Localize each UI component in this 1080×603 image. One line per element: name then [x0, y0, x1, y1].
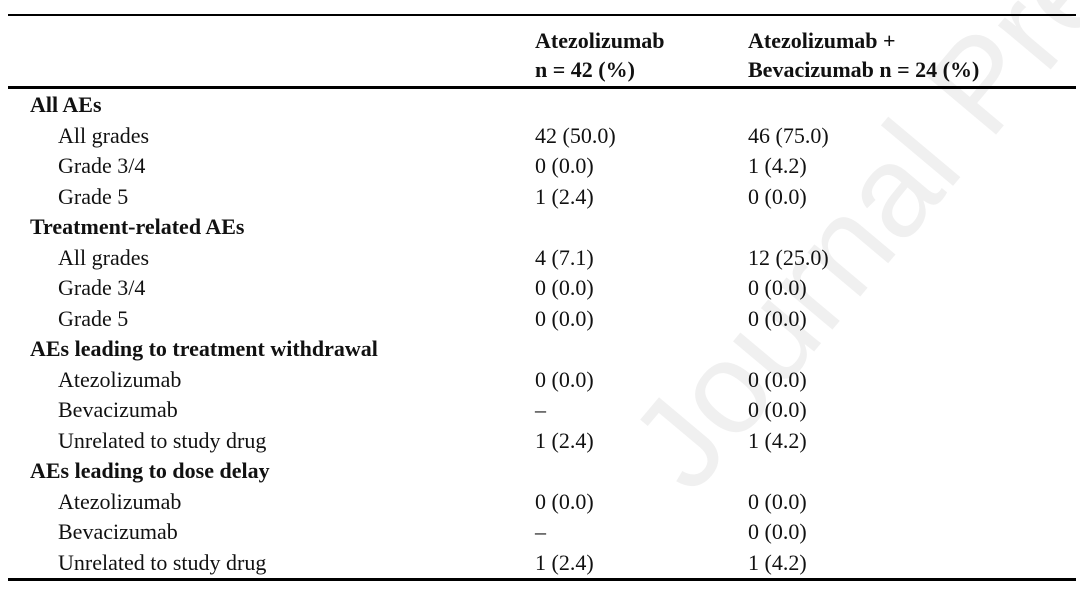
- row-label: Grade 3/4: [58, 275, 146, 300]
- cell-atezolizumab: –: [535, 397, 546, 422]
- table-row: Grade 5 0 (0.0) 0 (0.0): [0, 303, 1080, 334]
- column-header-line: Atezolizumab +: [748, 28, 896, 53]
- table-row: Atezolizumab 0 (0.0) 0 (0.0): [0, 364, 1080, 395]
- row-label: Grade 5: [58, 305, 129, 331]
- cell-atezolizumab: 0 (0.0): [535, 366, 594, 392]
- cell-combination: 12 (25.0): [748, 244, 829, 270]
- section-label: Treatment-related AEs: [30, 214, 245, 239]
- section-label: AEs leading to dose delay: [30, 458, 270, 483]
- row-label: Bevacizumab: [58, 397, 178, 422]
- cell-atezolizumab: 0 (0.0): [535, 153, 594, 178]
- row-label: Grade 5: [58, 183, 129, 209]
- row-label: Unrelated to study drug: [58, 549, 267, 575]
- cell-combination: 1 (4.2): [748, 549, 807, 575]
- table-row: Unrelated to study drug 1 (2.4) 1 (4.2): [0, 547, 1080, 578]
- cell-atezolizumab: 0 (0.0): [535, 275, 594, 300]
- table-bottom-rule: [8, 578, 1076, 581]
- cell-atezolizumab: 1 (2.4): [535, 183, 594, 209]
- table-row: Grade 5 1 (2.4) 0 (0.0): [0, 181, 1080, 212]
- section-label: AEs leading to treatment withdrawal: [30, 336, 378, 361]
- row-label: All grades: [58, 122, 150, 148]
- cell-atezolizumab: 42 (50.0): [535, 122, 616, 148]
- table-row: Grade 3/4 0 (0.0) 1 (4.2): [0, 150, 1080, 181]
- cell-combination: 0 (0.0): [748, 397, 807, 422]
- cell-combination: 0 (0.0): [748, 305, 807, 331]
- cell-combination: 0 (0.0): [748, 183, 807, 209]
- cell-combination: 1 (4.2): [748, 153, 807, 178]
- header-rule: [8, 86, 1076, 89]
- cell-combination: 0 (0.0): [748, 366, 807, 392]
- table-top-rule: [8, 14, 1076, 16]
- column-header-line: n = 42 (%): [535, 57, 635, 82]
- row-label: Atezolizumab: [58, 366, 182, 392]
- cell-combination: 0 (0.0): [748, 488, 807, 514]
- cell-atezolizumab: 0 (0.0): [535, 305, 594, 331]
- section-header-row: All AEs: [0, 89, 1080, 120]
- column-header-atezolizumab: Atezolizumab n = 42 (%): [535, 26, 665, 84]
- column-header-combination: Atezolizumab + Bevacizumab n = 24 (%): [748, 26, 979, 84]
- cell-atezolizumab: 0 (0.0): [535, 488, 594, 514]
- row-label: Atezolizumab: [58, 488, 182, 514]
- table-row: All grades 4 (7.1) 12 (25.0): [0, 242, 1080, 273]
- table-row: Grade 3/4 0 (0.0) 0 (0.0): [0, 272, 1080, 303]
- column-header-line: Bevacizumab n = 24 (%): [748, 57, 980, 82]
- cell-atezolizumab: 1 (2.4): [535, 427, 594, 453]
- cell-combination: 0 (0.0): [748, 275, 807, 300]
- cell-combination: 46 (75.0): [748, 122, 829, 148]
- cell-atezolizumab: –: [535, 519, 546, 544]
- row-label: Grade 3/4: [58, 153, 146, 178]
- row-label: Bevacizumab: [58, 519, 178, 544]
- table-row: All grades 42 (50.0) 46 (75.0): [0, 120, 1080, 151]
- table-row: Bevacizumab – 0 (0.0): [0, 394, 1080, 425]
- row-label: Unrelated to study drug: [58, 427, 267, 453]
- section-label: All AEs: [30, 92, 102, 117]
- column-header-line: Atezolizumab: [535, 28, 665, 53]
- cell-atezolizumab: 1 (2.4): [535, 549, 594, 575]
- cell-combination: 1 (4.2): [748, 427, 807, 453]
- row-label: All grades: [58, 244, 150, 270]
- cell-combination: 0 (0.0): [748, 519, 807, 544]
- cell-atezolizumab: 4 (7.1): [535, 244, 594, 270]
- table-row: Atezolizumab 0 (0.0) 0 (0.0): [0, 486, 1080, 517]
- section-header-row: AEs leading to dose delay: [0, 455, 1080, 486]
- section-header-row: Treatment-related AEs: [0, 211, 1080, 242]
- table-row: Unrelated to study drug 1 (2.4) 1 (4.2): [0, 425, 1080, 456]
- section-header-row: AEs leading to treatment withdrawal: [0, 333, 1080, 364]
- table-row: Bevacizumab – 0 (0.0): [0, 516, 1080, 547]
